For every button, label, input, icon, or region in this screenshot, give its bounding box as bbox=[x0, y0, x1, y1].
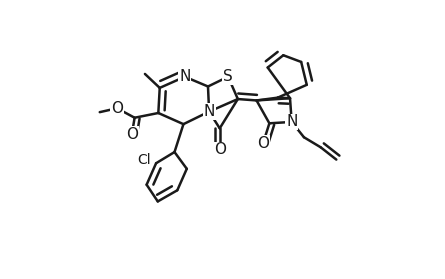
Text: N: N bbox=[179, 69, 190, 84]
Text: O: O bbox=[111, 101, 123, 116]
Text: O: O bbox=[257, 136, 269, 151]
Text: S: S bbox=[223, 69, 233, 84]
Text: N: N bbox=[286, 114, 297, 129]
Text: Cl: Cl bbox=[138, 153, 151, 167]
Text: O: O bbox=[214, 142, 226, 157]
Text: O: O bbox=[126, 127, 138, 142]
Text: N: N bbox=[203, 104, 215, 119]
